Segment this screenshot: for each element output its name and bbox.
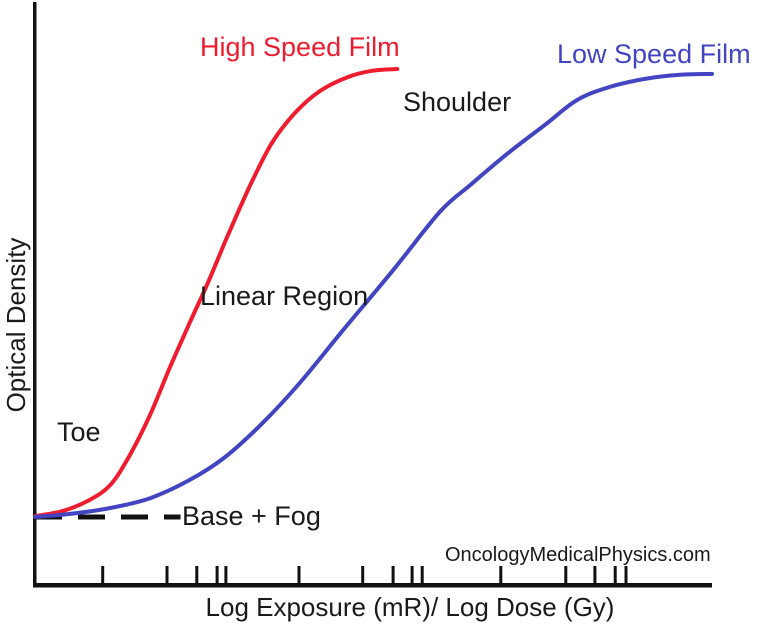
x-axis-tick [420, 566, 424, 583]
linear-region-annotation: Linear Region [200, 281, 369, 311]
x-axis-tick [195, 566, 199, 583]
low-speed-film-curve [33, 71, 714, 519]
x-axis-tick [391, 566, 395, 583]
shoulder-annotation: Shoulder [403, 87, 512, 117]
base-plus-fog-annotation: Base + Fog [182, 501, 321, 531]
high-speed-film-curve [33, 67, 400, 519]
x-axis-line [33, 583, 712, 588]
x-axis-tick [564, 566, 568, 583]
x-axis-tick [297, 566, 301, 583]
y-axis-line [33, 2, 37, 588]
y-axis-label: Optical Density [1, 237, 31, 413]
x-axis-tick [499, 566, 503, 583]
watermark-text: OncologyMedicalPhysics.com [445, 544, 711, 566]
x-axis-tick [410, 566, 414, 583]
x-axis-tick [101, 566, 105, 583]
x-axis-tick [165, 566, 169, 583]
x-axis-tick [624, 566, 628, 583]
x-axis-label: Log Exposure (mR)/ Log Dose (Gy) [205, 592, 615, 622]
x-axis-tick [361, 566, 365, 583]
x-axis-tick [215, 566, 219, 583]
high-speed-film-label: High Speed Film [200, 32, 400, 62]
low-speed-film-label: Low Speed Film [557, 39, 751, 69]
x-axis-tick [613, 566, 617, 583]
toe-annotation: Toe [57, 417, 101, 447]
x-axis-tick [224, 566, 228, 583]
x-axis-tick [593, 566, 597, 583]
